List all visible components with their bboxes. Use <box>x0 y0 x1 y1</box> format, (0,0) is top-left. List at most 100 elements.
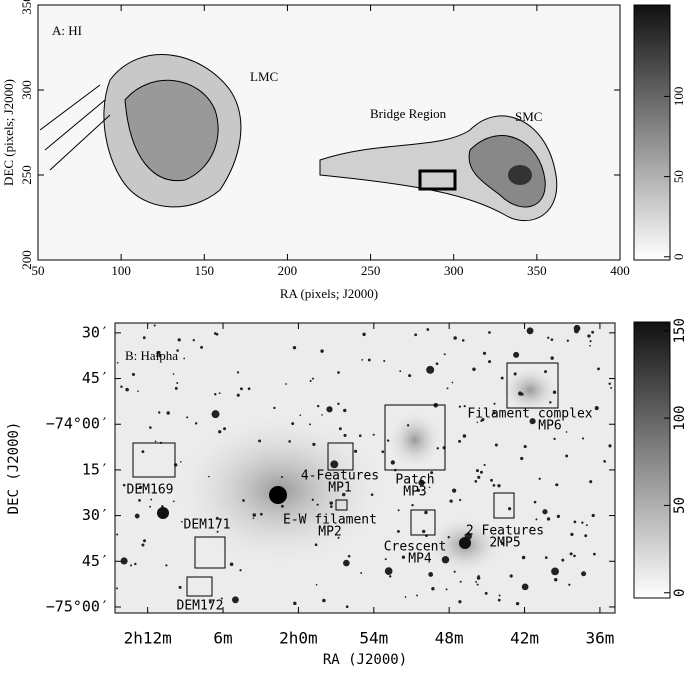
star <box>603 460 606 463</box>
star <box>208 600 212 604</box>
star <box>138 499 141 502</box>
star <box>608 382 611 385</box>
star <box>431 587 435 591</box>
star <box>220 597 223 600</box>
star <box>309 379 312 382</box>
x-axis-label: RA (J2000) <box>323 652 407 668</box>
star <box>500 541 505 546</box>
star <box>574 328 579 334</box>
star <box>280 504 284 508</box>
star <box>288 440 291 443</box>
colorbar-tick-label: 50 <box>672 497 688 514</box>
star <box>446 387 449 390</box>
x-tick-label: 6m <box>213 629 232 648</box>
star <box>449 499 453 503</box>
star <box>240 387 243 391</box>
star <box>116 587 119 590</box>
star <box>361 358 364 361</box>
annotation: MP4 <box>408 552 432 567</box>
star <box>311 498 314 501</box>
y-tick-label: 45′ <box>82 369 109 387</box>
annotation: Bridge Region <box>370 106 447 121</box>
star <box>343 408 347 413</box>
star <box>513 351 520 358</box>
y-tick-label: −74°00′ <box>46 415 109 433</box>
star <box>218 392 221 395</box>
star <box>153 324 156 327</box>
star <box>326 406 333 413</box>
colorbar-tick-label: 0 <box>672 589 688 597</box>
star <box>181 520 183 523</box>
star <box>142 539 146 543</box>
star <box>493 402 496 405</box>
y-tick-label: 30′ <box>82 323 109 341</box>
star <box>475 469 479 473</box>
annotation: SMC <box>515 109 542 124</box>
y-tick-label: 350 <box>19 0 34 15</box>
star <box>131 372 136 376</box>
star <box>354 449 358 453</box>
star <box>166 411 170 415</box>
annotation: DEM172 <box>177 599 224 614</box>
star <box>484 591 488 595</box>
annotation: DEM171 <box>184 518 231 533</box>
star <box>125 387 129 392</box>
annotation: 4-Features <box>301 469 379 484</box>
x-tick-label: 42m <box>510 629 539 648</box>
star <box>299 414 302 416</box>
star <box>156 355 158 357</box>
star <box>337 371 340 374</box>
star <box>492 411 496 415</box>
star <box>367 358 371 362</box>
star <box>573 520 577 524</box>
x-tick-label: 150 <box>195 263 215 278</box>
star <box>526 327 534 335</box>
star <box>292 345 297 350</box>
star <box>172 373 175 375</box>
star <box>507 507 512 511</box>
star <box>314 543 318 547</box>
star <box>589 480 593 484</box>
star <box>252 513 257 517</box>
star <box>141 543 145 547</box>
star <box>154 440 157 443</box>
star <box>137 390 139 393</box>
x-tick-label: 100 <box>111 263 131 278</box>
star <box>476 576 481 580</box>
star <box>194 422 198 425</box>
x-tick-label: 350 <box>527 263 547 278</box>
star <box>411 503 414 507</box>
star <box>343 559 350 567</box>
star <box>533 500 537 504</box>
star <box>258 439 262 443</box>
star <box>435 362 439 366</box>
star <box>521 555 526 560</box>
star <box>569 552 573 556</box>
star <box>178 585 182 589</box>
star <box>158 354 162 358</box>
annotation: DEM169 <box>127 483 174 498</box>
star <box>242 499 245 502</box>
star <box>422 529 426 534</box>
star <box>397 529 400 533</box>
star <box>229 562 234 567</box>
star <box>554 577 558 582</box>
star <box>362 332 366 337</box>
star <box>358 434 362 438</box>
star <box>285 383 287 385</box>
star <box>585 524 588 527</box>
star <box>565 454 569 458</box>
star <box>591 513 595 518</box>
y-axis-label: DEC (pixels; J2000) <box>1 79 16 186</box>
star <box>273 406 276 410</box>
star <box>591 330 595 334</box>
star <box>492 483 496 487</box>
star <box>581 521 584 524</box>
star <box>372 433 375 436</box>
star <box>488 331 491 334</box>
star <box>581 437 585 440</box>
star <box>252 517 255 520</box>
panel-a-image <box>37 4 621 261</box>
star <box>452 488 457 493</box>
star <box>535 518 538 521</box>
